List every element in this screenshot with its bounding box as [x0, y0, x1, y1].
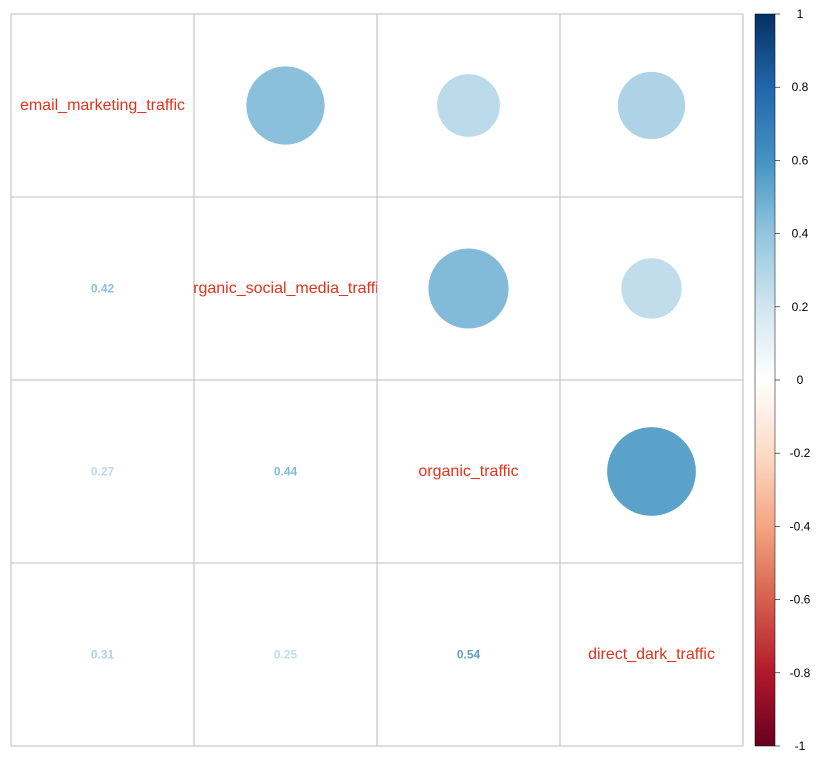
matrix-grid: [10, 13, 744, 747]
correlation-circle: [428, 248, 509, 329]
colorbar-tick-label: 1: [797, 7, 804, 21]
colorbar-gradient: [754, 13, 776, 747]
correlation-circle: [621, 258, 682, 319]
colorbar-tick-label: 0: [797, 373, 804, 387]
colorbar-tick-label: 0.2: [792, 300, 809, 314]
colorbar-ticks: 1 0.8 0.6 0.4 0.2 0 -0.2 -0.4 -0.6 -0.8 -1: [775, 7, 811, 753]
matrix-cell: [194, 563, 377, 746]
matrix-cell: [377, 563, 560, 746]
variable-label: organic_traffic: [418, 463, 518, 480]
correlation-value: 0.44: [274, 465, 298, 479]
variable-label: organic_social_media_traffic: [184, 280, 386, 297]
colorbar-tick-label: -1: [795, 739, 806, 753]
matrix-cell: [11, 563, 194, 746]
colorbar-tick-label: -0.6: [790, 593, 811, 607]
correlation-circle: [246, 66, 325, 145]
matrix-cell: [560, 563, 743, 746]
correlation-circle: [437, 74, 500, 137]
matrix-marks: email_marketing_traffic 0.42 organic_socia…: [20, 66, 715, 663]
colorbar-tick-label: -0.2: [790, 446, 811, 460]
variable-label: email_marketing_traffic: [20, 97, 185, 114]
matrix-cell: [194, 380, 377, 563]
colorbar-tick-label: 0.4: [792, 227, 809, 241]
correlation-circle: [607, 427, 696, 516]
matrix-cell: [11, 197, 194, 380]
correlation-value: 0.27: [91, 465, 115, 479]
correlation-value: 0.31: [91, 648, 115, 662]
colorbar-tick-label: 0.6: [792, 153, 809, 167]
correlation-value: 0.42: [91, 282, 115, 296]
matrix-cell: [11, 14, 194, 197]
correlation-circle: [617, 71, 686, 140]
correlation-value: 0.54: [457, 648, 481, 662]
variable-label: direct_dark_traffic: [588, 646, 715, 663]
correlation-value: 0.25: [274, 648, 298, 662]
matrix-cells: [11, 14, 743, 746]
colorbar-tick-label: 0.8: [792, 80, 809, 94]
matrix-cell: [377, 380, 560, 563]
colorbar-tick-label: -0.8: [790, 666, 811, 680]
colorbar-tick-label: -0.4: [790, 519, 811, 533]
matrix-cell: [11, 380, 194, 563]
matrix-cell: [194, 197, 377, 380]
colorbar: 1 0.8 0.6 0.4 0.2 0 -0.2 -0.4 -0.6 -0.8 -1: [754, 7, 811, 753]
